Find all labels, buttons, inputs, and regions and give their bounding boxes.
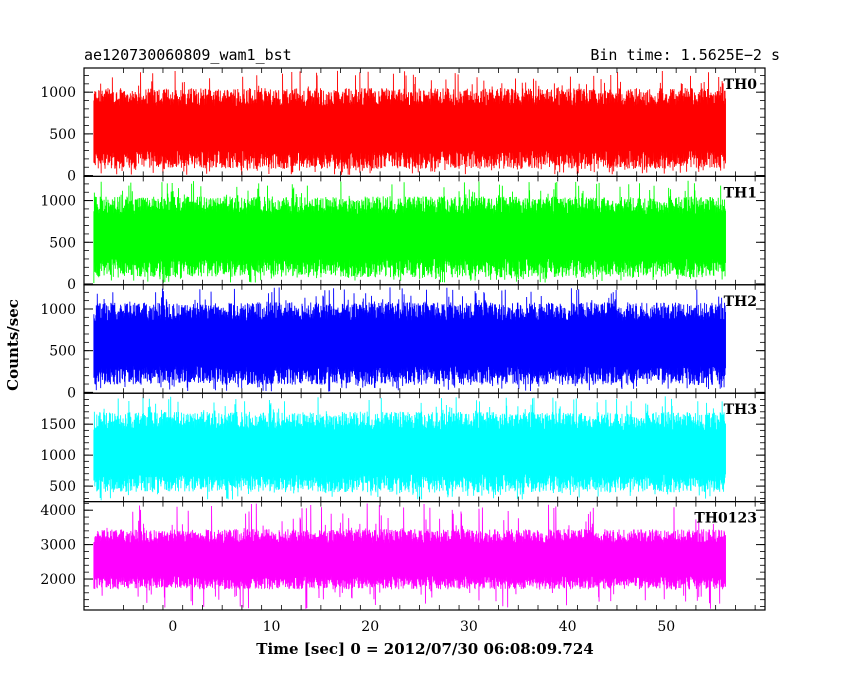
y-tick-label: 500 (49, 127, 76, 143)
y-tick-label: 0 (67, 277, 76, 293)
y-tick-label: 0 (67, 169, 76, 185)
chart-title-right: Bin time: 1.5625E−2 s (590, 46, 780, 64)
panel-th3: 500 1000 1500 TH3 (40, 392, 766, 503)
panel-th2: 0 500 1000 TH2 (40, 284, 766, 401)
series-th2 (93, 287, 726, 392)
panel-th0123: 2000 3000 4000 TH0123 (40, 501, 766, 611)
panel-th1: 0 500 1000 TH1 (40, 175, 766, 293)
series-th0123 (93, 503, 726, 609)
x-tick-label: 40 (559, 619, 577, 635)
y-tick-label: 2000 (40, 572, 76, 588)
x-tick-label: 50 (657, 619, 675, 635)
panel-label-th2: TH2 (724, 294, 757, 310)
y-axis-title: Counts/sec (4, 299, 22, 391)
y-tick-label: 500 (49, 479, 76, 495)
y-tick-label: 1000 (40, 448, 76, 464)
panels-layer: 0 500 1000 TH0 0 500 1000 TH1 0 500 1000 TH2 500 1000… (40, 67, 766, 611)
panel-label-th0123: TH0123 (694, 511, 757, 527)
x-tick-label: 10 (263, 619, 281, 635)
panel-label-th0: TH0 (724, 77, 758, 93)
panel-frame (83, 501, 766, 611)
x-axis-title: Time [sec] 0 = 2012/07/30 06:08:09.724 (256, 640, 593, 658)
panel-label-th3: TH3 (724, 402, 757, 418)
x-tick-label: 30 (460, 619, 478, 635)
panel-label-th1: TH1 (724, 185, 757, 201)
y-tick-label: 500 (49, 235, 76, 251)
series-th3 (93, 396, 726, 501)
y-tick-label: 1500 (40, 417, 76, 433)
y-tick-label: 1000 (40, 194, 76, 210)
y-tick-label: 3000 (40, 538, 76, 554)
x-tick-label: 20 (361, 619, 379, 635)
panel-th0: 0 500 1000 TH0 (40, 67, 766, 185)
y-tick-label: 1000 (40, 85, 76, 101)
series-th1 (93, 180, 726, 284)
y-tick-label: 4000 (40, 503, 76, 519)
y-tick-label: 0 (67, 385, 76, 401)
y-tick-label: 500 (49, 344, 76, 360)
x-axis: 0 10 20 30 40 50 (168, 619, 675, 635)
x-tick-label: 0 (168, 619, 177, 635)
y-tick-label: 1000 (40, 302, 76, 318)
series-th0 (93, 70, 726, 175)
chart-title-left: ae120730060809_wam1_bst (84, 46, 292, 64)
